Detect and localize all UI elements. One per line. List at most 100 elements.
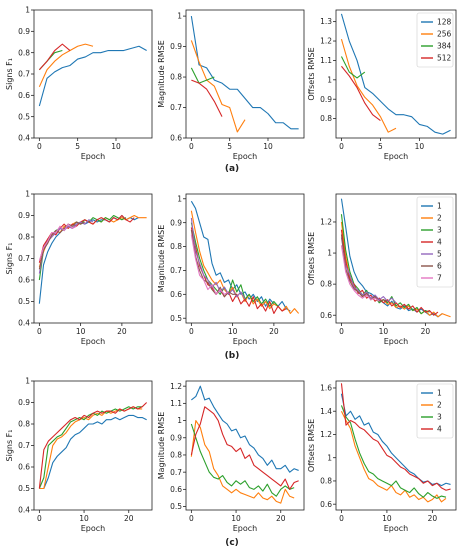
panel-c3-legend-label-1: 1 — [437, 389, 442, 398]
panel-b1-ytick-label: 0.9 — [18, 211, 30, 220]
panel-a3-ytick-label: 0.9 — [320, 95, 332, 104]
panel-a2-ytick-label: 0.6 — [170, 134, 182, 143]
panel-a1-xtick-label: 5 — [75, 142, 80, 151]
panel-a3-ytick-label: 1.2 — [320, 37, 332, 46]
panel-c1-ytick-label: 0.6 — [18, 463, 30, 472]
panel-b1-series-1-line — [38, 214, 139, 304]
panel-a1-series-3-line — [38, 50, 63, 71]
panel-a3: 0 5 10 0.8 0.9 1 1.1 1.2 1.3 Epoch Offsets RMSE 128… — [307, 9, 457, 161]
panel-b3-legend-label-7: 7 — [437, 274, 442, 283]
panel-c2-xtick-label: 20 — [276, 514, 286, 523]
panel-a2-frame — [185, 9, 305, 139]
panel-b2-xtick-label: 0 — [189, 327, 194, 336]
panel-c1-series-4-line — [38, 402, 148, 489]
panel-c2-ytick-label: 0.6 — [170, 485, 182, 494]
panel-a1-ytick-label: 0.8 — [18, 48, 30, 57]
panel-b3-xtick-label: 10 — [379, 327, 389, 336]
panel-b3-legend-label-3: 3 — [437, 226, 442, 235]
panel-b2-series-3-line — [190, 222, 279, 307]
panel-c2-series-3-line — [190, 423, 295, 497]
panel-a1-series-4-line — [38, 43, 71, 71]
panel-b3-legend-label-2: 2 — [437, 214, 442, 223]
panel-b2-ytick-label: 0.7 — [170, 266, 182, 275]
panel-b2: 0 10 20 0.5 0.6 0.7 0.8 0.9 1 Epoch Magnitude RMSE — [157, 193, 305, 346]
panel-c3: 0 10 20 0.6 0.8 1 1.2 1.4 1.6 Epoch Offsets RMSE 1 2… — [307, 380, 457, 533]
panel-b1-series-6-line — [38, 221, 86, 270]
panel-b1-series-3-line — [38, 214, 127, 281]
panel-b3: 0 10 20 0.6 0.8 1 1.2 Epoch Offsets RMSE 1 2 3 4 5 6 7 — [307, 193, 457, 346]
panel-a3-legend-box — [416, 12, 454, 68]
panel-a2-series-2-line — [190, 40, 246, 133]
panel-a1-xtick-label: 0 — [37, 142, 42, 151]
panel-b3-ytick-label: 0.8 — [320, 280, 332, 289]
panel-b3-ytick-label: 1.2 — [320, 218, 332, 227]
panel-a2-series-1-line — [190, 16, 299, 130]
panel-c1-series-1-line — [39, 414, 147, 490]
panel-c3-ytick-label: 0.8 — [320, 477, 332, 486]
panel-b2-ytick-label: 0.6 — [170, 290, 182, 299]
panel-c1-xtick-label: 10 — [79, 514, 89, 523]
panel-a2-ytick-label: 0.7 — [170, 103, 182, 112]
panel-a3-legend-label-4: 512 — [437, 54, 452, 63]
panel-a1-ytick-label: 0.9 — [18, 27, 30, 36]
panel-a1-ytick-label: 0.5 — [18, 112, 30, 121]
panel-c3-ytick-label: 1 — [327, 453, 332, 462]
panel-c2-xlabel: Epoch — [233, 524, 258, 533]
panel-a3-ytick-label: 1.1 — [320, 56, 332, 65]
panel-b1-xtick-label: 0 — [37, 327, 42, 336]
panel-b2-frame — [185, 193, 305, 324]
panel-a2-ylabel: Magnitude RMSE — [157, 40, 166, 108]
panel-c3-series-3-line — [340, 405, 447, 499]
panel-c1-ylabel: Signs F₁ — [5, 430, 14, 462]
panel-c2-ylabel: Magnitude RMSE — [157, 412, 166, 480]
panel-c3-legend-box — [416, 383, 454, 439]
panel-b3-xtick-label: 20 — [421, 327, 431, 336]
panel-c1-xlabel: Epoch — [81, 524, 106, 533]
panel-b1-xlabel: Epoch — [81, 337, 106, 346]
panel-c3-legend-label-3: 3 — [437, 413, 442, 422]
panel-a1: 0 5 10 0.4 0.5 0.6 0.7 0.8 0.9 1 Epoch Signs F₁ — [5, 6, 153, 161]
panel-a3-legend-label-2: 256 — [437, 30, 452, 39]
panel-a1-ytick-label: 0.7 — [18, 70, 30, 79]
panel-c2-series-2-line — [190, 420, 295, 504]
panel-b2-xlabel: Epoch — [233, 337, 258, 346]
panel-a3-ytick-label: 1.3 — [320, 17, 332, 26]
panel-b2-series-5-line — [190, 217, 246, 300]
panel-a3-xlabel: Epoch — [384, 152, 409, 161]
panel-c2-ytick-label: 1 — [177, 416, 182, 425]
panel-b3-frame — [335, 193, 457, 324]
panel-a3-series-2-line — [340, 38, 397, 133]
panel-b3-ytick-label: 1 — [327, 249, 332, 258]
panel-a3-series-1-line — [340, 13, 451, 135]
panel-b3-legend-box — [416, 196, 454, 288]
panel-b3-series-7-line — [340, 245, 380, 302]
panel-b3-legend-label-6: 6 — [437, 262, 442, 271]
panel-b1-ytick-label: 0.6 — [18, 276, 30, 285]
panel-b2-xtick-label: 10 — [228, 327, 238, 336]
panel-c3-series-2-line — [340, 410, 447, 503]
panel-a2-xlabel: Epoch — [233, 152, 258, 161]
panel-c1-ytick-label: 0.9 — [18, 398, 30, 407]
panel-a1-ylabel: Signs F₁ — [5, 58, 14, 90]
panel-c3-xtick-label: 20 — [428, 514, 438, 523]
caption-b: (b) — [225, 351, 240, 361]
caption-c: (c) — [225, 538, 239, 548]
panel-c2-series-4-line — [190, 406, 299, 490]
panel-a1-series-2-line — [38, 43, 94, 88]
panel-c1-ytick-label: 0.5 — [18, 484, 30, 493]
panel-c1-ytick-label: 0.8 — [18, 420, 30, 429]
panel-b2-series-4-line — [190, 227, 287, 314]
panel-c3-ylabel: Offsets RMSE — [307, 419, 316, 472]
panel-c3-frame — [335, 380, 457, 511]
panel-c2-ytick-label: 0.7 — [170, 468, 182, 477]
panel-c1-ytick-label: 0.7 — [18, 441, 30, 450]
caption-a: (a) — [225, 164, 239, 174]
panel-a2-ytick-label: 0.8 — [170, 73, 182, 82]
panel-c1-ytick-label: 1 — [25, 377, 30, 386]
panel-c1-series-2-line — [39, 406, 143, 490]
panel-c3-ytick-label: 0.6 — [320, 500, 332, 509]
panel-a2-series-4-line — [191, 79, 223, 117]
panel-b1-series-7-line — [38, 223, 77, 261]
panel-b2-ylabel: Magnitude RMSE — [157, 225, 166, 293]
